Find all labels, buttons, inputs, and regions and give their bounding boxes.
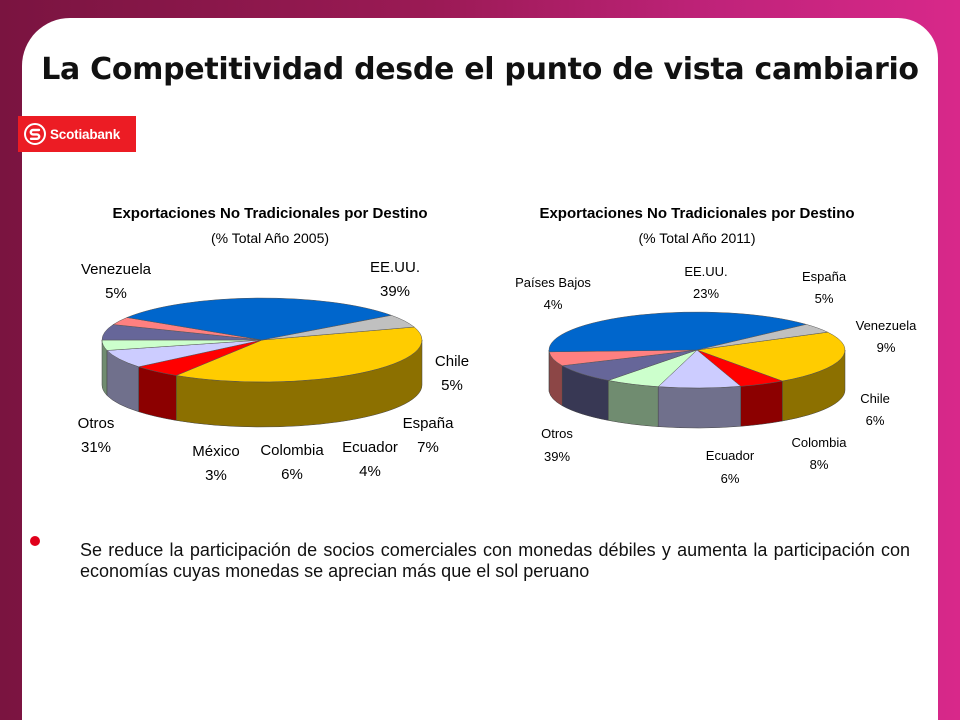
scotiabank-s-icon [24,123,46,145]
slice-label-ecuador: Ecuador [342,439,398,456]
slice-value-ee-uu: 23% [693,286,719,301]
slice-value-venezuela: 5% [105,285,127,302]
slice-label-venezuela: Venezuela [856,318,917,333]
pie-slice-ee-uu [696,331,846,382]
slide-title: La Competitividad desde el punto de vist… [41,52,919,87]
slice-value-mexico: 3% [205,467,227,484]
slice-value-ecuador: 6% [721,471,740,486]
slice-value-chile: 6% [866,413,885,428]
pie-slice-otros [548,311,807,353]
pie-slice-venezuela [261,315,415,341]
slice-side-espana [740,380,783,427]
pie-slice-ee-uu [175,326,423,383]
pie-slice-paises-bajos [696,324,829,351]
slice-value-chile: 5% [441,377,463,394]
slice-label-espana: España [802,269,847,284]
slice-value-espana: 5% [815,291,834,306]
slice-value-ecuador: 4% [359,463,381,480]
slice-value-otros: 31% [81,439,111,456]
slice-label-otros: Otros [541,426,573,441]
slice-label-ecuador: Ecuador [706,448,755,463]
slice-label-colombia: Colombia [260,442,324,459]
logo-wordmark: Scotiabank [50,126,121,142]
pie-chart-2005: Exportaciones No Tradicionales por Desti… [78,205,469,484]
slice-value-colombia: 6% [281,466,303,483]
chart-title: Exportaciones No Tradicionales por Desti… [539,205,854,222]
chart-title: Exportaciones No Tradicionales por Desti… [112,205,427,222]
bullet-icon [30,536,40,546]
pie-slice-venezuela [657,349,742,389]
chart-subtitle: (% Total Año 2005) [211,230,329,246]
slice-value-otros: 39% [544,449,570,464]
slice-label-ee-uu: EE.UU. [684,264,727,279]
slice-label-chile: Chile [860,391,890,406]
slice-side-chile [608,380,659,427]
slice-label-ee-uu: EE.UU. [370,259,420,276]
slice-label-chile: Chile [435,353,469,370]
slice-label-venezuela: Venezuela [81,261,152,278]
slice-value-espana: 7% [417,439,439,456]
slice-label-paises-bajos: Países Bajos [515,275,591,290]
slice-label-otros: Otros [78,415,115,432]
slice-label-colombia: Colombia [792,435,848,450]
slice-value-ee-uu: 39% [380,283,410,300]
bullet-text: Se reduce la participación de socios com… [80,540,910,581]
slice-value-paises-bajos: 4% [544,297,563,312]
slice-label-mexico: México [192,443,240,460]
slice-label-espana: España [403,415,455,432]
slice-value-venezuela: 9% [877,340,896,355]
pie-chart-2011: Exportaciones No Tradicionales por Desti… [515,205,917,486]
slice-side-chile [138,366,177,421]
chart-subtitle: (% Total Año 2011) [638,230,755,246]
pie-slice-otros [126,297,393,341]
scotiabank-logo: Scotiabank [18,116,136,152]
slice-value-colombia: 8% [810,457,829,472]
slice-side-venezuela [657,386,742,429]
